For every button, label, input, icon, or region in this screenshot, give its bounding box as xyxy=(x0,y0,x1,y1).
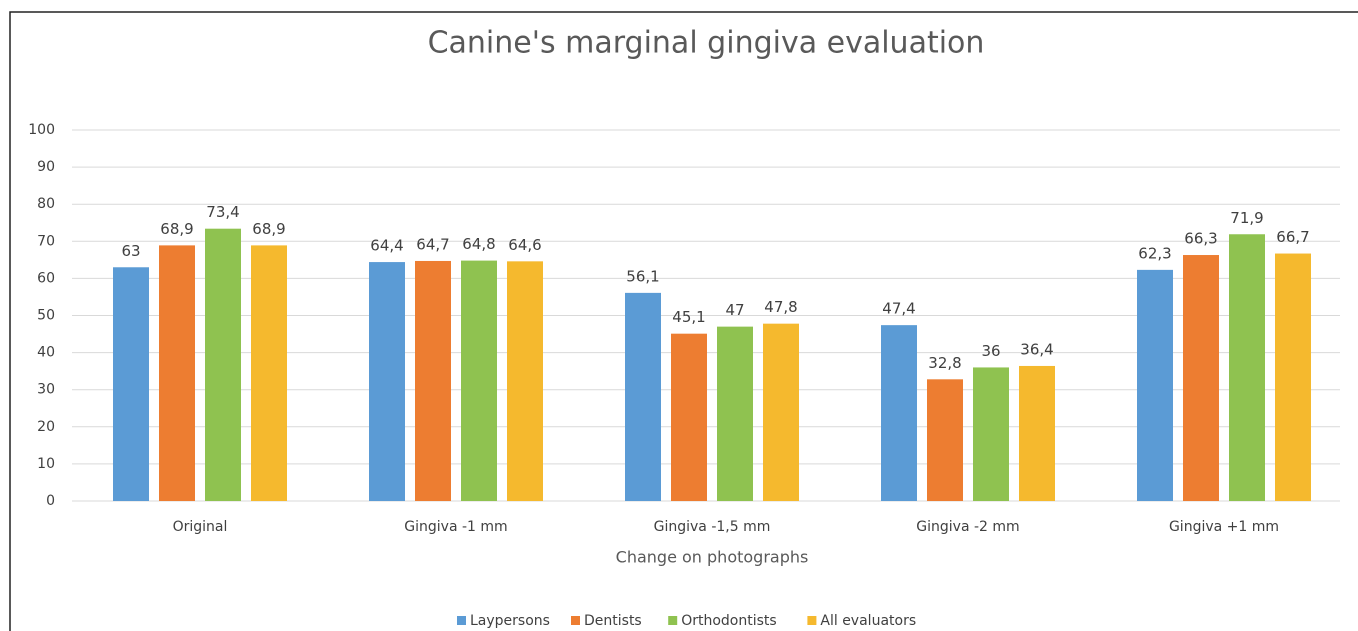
bar xyxy=(671,333,707,501)
bar xyxy=(881,325,917,501)
legend-swatch xyxy=(807,616,817,625)
y-tick-label: 100 xyxy=(28,122,55,138)
legend-swatch xyxy=(571,616,580,625)
value-label: 47 xyxy=(725,301,744,319)
value-label: 66,7 xyxy=(1276,228,1309,246)
y-tick-label: 60 xyxy=(37,270,55,286)
bar xyxy=(1183,255,1219,501)
y-tick-label: 70 xyxy=(37,233,55,249)
y-tick-label: 90 xyxy=(37,159,55,175)
bar xyxy=(717,326,753,501)
bar xyxy=(1229,234,1265,501)
value-label: 73,4 xyxy=(206,203,239,221)
bar xyxy=(159,245,195,501)
legend-label: All evaluators xyxy=(820,613,916,629)
value-label: 68,9 xyxy=(252,220,285,238)
bar xyxy=(113,267,149,501)
bar xyxy=(625,292,661,501)
value-label: 32,8 xyxy=(928,354,961,372)
bar xyxy=(251,245,287,501)
bar xyxy=(1275,253,1311,501)
x-tick-label: Gingiva +1 mm xyxy=(1169,519,1279,535)
bar xyxy=(205,228,241,501)
value-label: 64,6 xyxy=(508,236,541,254)
value-label: 45,1 xyxy=(672,308,705,326)
y-tick-label: 20 xyxy=(37,419,55,435)
chart-title: Canine's marginal gingiva evaluation xyxy=(428,26,985,61)
y-tick-label: 80 xyxy=(37,196,55,212)
x-tick-label: Original xyxy=(173,519,228,535)
x-axis-label: Change on photographs xyxy=(616,548,809,567)
legend-label: Laypersons xyxy=(470,613,550,629)
y-tick-label: 50 xyxy=(37,308,55,324)
value-label: 36,4 xyxy=(1020,340,1053,358)
bar xyxy=(415,260,451,501)
value-label: 64,8 xyxy=(462,235,495,253)
y-tick-label: 0 xyxy=(46,493,55,509)
value-label: 62,3 xyxy=(1138,244,1171,262)
value-label: 68,9 xyxy=(160,220,193,238)
y-tick-label: 40 xyxy=(37,345,55,361)
bar xyxy=(369,262,405,501)
bar xyxy=(507,261,543,501)
legend-label: Dentists xyxy=(584,613,642,629)
y-tick-label: 10 xyxy=(37,456,55,472)
bar xyxy=(1137,269,1173,501)
legend-label: Orthodontists xyxy=(681,613,776,629)
x-tick-label: Gingiva -1 mm xyxy=(404,519,507,535)
value-label: 66,3 xyxy=(1184,230,1217,248)
value-label: 47,4 xyxy=(882,300,915,318)
x-tick-label: Gingiva -1,5 mm xyxy=(654,519,771,535)
bar xyxy=(927,379,963,501)
value-label: 64,4 xyxy=(370,237,403,255)
value-label: 64,7 xyxy=(416,235,449,253)
value-label: 56,1 xyxy=(626,267,659,285)
value-label: 36 xyxy=(981,342,1000,360)
value-label: 47,8 xyxy=(764,298,797,316)
legend-swatch xyxy=(457,616,466,625)
bar xyxy=(973,367,1009,501)
legend-swatch xyxy=(668,616,678,625)
bar xyxy=(763,323,799,501)
x-tick-label: Gingiva -2 mm xyxy=(916,519,1019,535)
bar xyxy=(461,260,497,501)
value-label: 71,9 xyxy=(1230,209,1263,227)
bar xyxy=(1019,365,1055,501)
chart-border xyxy=(9,11,1358,631)
y-tick-label: 30 xyxy=(37,382,55,398)
value-label: 63 xyxy=(121,242,140,260)
